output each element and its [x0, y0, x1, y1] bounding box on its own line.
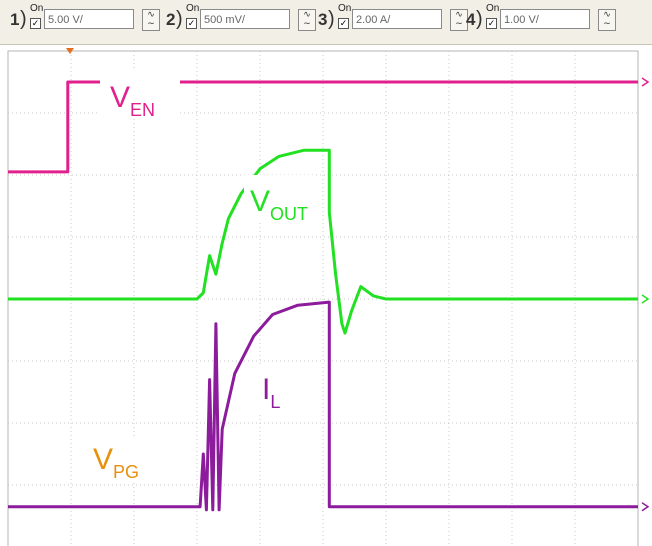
channel-1-number: 1 — [10, 10, 20, 29]
label-bg-v-pg — [85, 437, 171, 483]
label-v-out: VOUT — [250, 185, 308, 224]
channel-2-volts-field[interactable]: 500 mV/ — [200, 9, 290, 29]
ground-marker-v-en-icon — [641, 77, 650, 87]
channel-2-on-label: On — [186, 3, 200, 14]
ground-marker-v-out-icon — [641, 294, 650, 304]
channel-3-on-label: On — [338, 3, 352, 14]
channel-1-on-label: On — [30, 3, 44, 14]
channel-1-on-checkbox[interactable]: ✓ — [30, 18, 41, 29]
dc-line-icon: ∼ — [147, 18, 155, 28]
trace-v-en — [8, 80, 638, 174]
channel-2-on-checkbox[interactable]: ✓ — [186, 18, 197, 29]
channel-3-on-checkbox[interactable]: ✓ — [338, 18, 349, 29]
channel-3-volts-field[interactable]: 2.00 A/ — [352, 9, 442, 29]
channel-3-controls: 3 ) On ✓ 2.00 A/ ∿ ∼ — [318, 4, 468, 40]
channel-4-volts-field[interactable]: 1.00 V/ — [500, 9, 590, 29]
trace-v-out — [8, 148, 638, 335]
label-i-l: IL — [262, 373, 280, 412]
trigger-marker-icon — [66, 48, 74, 54]
label-v-pg: VPG — [93, 443, 139, 482]
scope-traces — [8, 80, 638, 512]
channel-4-coupling-button[interactable]: ∿ ∼ — [598, 9, 616, 31]
channel-2-coupling-button[interactable]: ∿ ∼ — [298, 9, 316, 31]
channel-2-number: 2 — [166, 10, 176, 29]
channel-3-coupling-button[interactable]: ∿ ∼ — [450, 9, 468, 31]
channel-3-paren: ) — [328, 8, 335, 30]
channel-4-number: 4 — [466, 10, 476, 29]
channel-4-on-checkbox[interactable]: ✓ — [486, 18, 497, 29]
label-v-out-sub: OUT — [270, 204, 308, 224]
label-v-pg-main: V — [93, 443, 113, 476]
ac-wave-icon: ∿ — [455, 9, 463, 19]
channel-2-controls: 2 ) On ✓ 500 mV/ ∿ ∼ — [166, 4, 316, 40]
ac-wave-icon: ∿ — [303, 9, 311, 19]
channel-4-on-label: On — [486, 3, 500, 14]
label-i-l-sub: L — [270, 392, 280, 412]
dc-line-icon: ∼ — [455, 18, 463, 28]
label-v-en-main: V — [110, 81, 130, 114]
dc-line-icon: ∼ — [603, 18, 611, 28]
label-v-en: VEN — [110, 81, 155, 120]
channel-1-paren: ) — [20, 8, 27, 30]
label-v-pg-sub: PG — [113, 462, 139, 482]
channel-toolbar: 1 ) On ✓ 5.00 V/ ∿ ∼ 2 ) On ✓ 500 mV/ ∿ … — [0, 0, 652, 45]
channel-1-volts-field[interactable]: 5.00 V/ — [44, 9, 134, 29]
label-bg-v-out — [244, 175, 316, 223]
ac-wave-icon: ∿ — [147, 9, 155, 19]
label-bg-v-en — [100, 71, 180, 117]
label-v-out-main: V — [250, 185, 270, 218]
ground-marker-i-l-icon — [641, 502, 650, 512]
channel-2-paren: ) — [176, 8, 183, 30]
channel-3-number: 3 — [318, 10, 328, 29]
channel-4-controls: 4 ) On ✓ 1.00 V/ ∿ ∼ — [466, 4, 616, 40]
label-v-en-sub: EN — [130, 100, 155, 120]
channel-1-controls: 1 ) On ✓ 5.00 V/ ∿ ∼ — [10, 4, 160, 40]
channel-4-paren: ) — [476, 8, 483, 30]
dc-line-icon: ∼ — [303, 18, 311, 28]
channel-1-coupling-button[interactable]: ∿ ∼ — [142, 9, 160, 31]
ground-markers — [641, 77, 650, 512]
ac-wave-icon: ∿ — [603, 9, 611, 19]
label-bg-i-l — [248, 367, 306, 413]
trace-i-l — [8, 300, 638, 512]
label-i-l-main: I — [262, 373, 270, 406]
